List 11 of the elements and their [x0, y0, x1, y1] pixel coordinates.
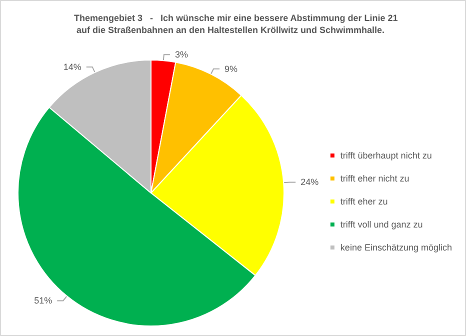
- legend-label: trifft voll und ganz zu: [340, 220, 423, 230]
- data-label: 51%: [34, 296, 52, 306]
- legend-label: trifft eher nicht zu: [340, 174, 410, 184]
- legend-label: keine Einschätzung möglich: [340, 242, 452, 252]
- data-label: 14%: [63, 62, 82, 72]
- data-label: 24%: [300, 177, 319, 188]
- chart-title: Themengebiet 3 - Ich wünsche mir eine bessere Abstimmung der Linie 21 auf die Straßenbahnen an den Haltestellen Kröllwitz und Schwimmhalle.: [74, 13, 398, 35]
- data-label: 9%: [224, 64, 238, 74]
- legend-label: trifft überhaupt nicht zu: [340, 150, 432, 160]
- legend-label: trifft eher zu: [340, 196, 388, 206]
- data-label: 3%: [174, 50, 188, 60]
